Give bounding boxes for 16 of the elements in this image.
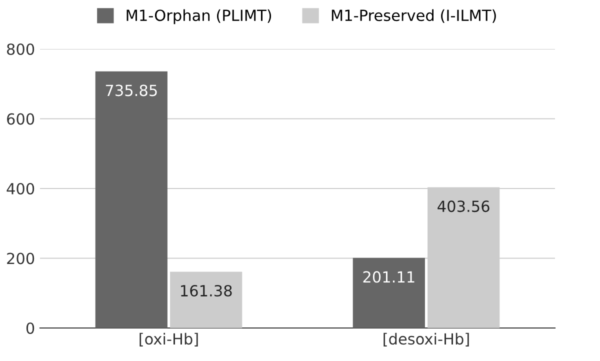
- x-tick-label: [desoxi-Hb]: [384, 332, 469, 346]
- x-tick-label: [oxi-Hb]: [140, 332, 198, 346]
- y-tick-label: 200: [7, 252, 34, 264]
- y-tick-label: 0: [26, 322, 34, 334]
- data-label: 403.56: [438, 200, 490, 212]
- bar: [170, 272, 242, 328]
- y-tick-label: 600: [7, 113, 34, 125]
- data-label: 201.11: [363, 271, 414, 283]
- y-tick-label: 800: [7, 43, 34, 56]
- legend-label: M1-Orphan (PLIMT): [126, 9, 272, 24]
- data-label: 735.85: [106, 84, 157, 96]
- bar: [95, 71, 168, 328]
- data-label: 161.38: [181, 284, 232, 297]
- legend-label: M1-Preserved (I-ILMT): [332, 9, 496, 23]
- bar: [352, 258, 425, 328]
- y-tick-label: 400: [6, 182, 34, 195]
